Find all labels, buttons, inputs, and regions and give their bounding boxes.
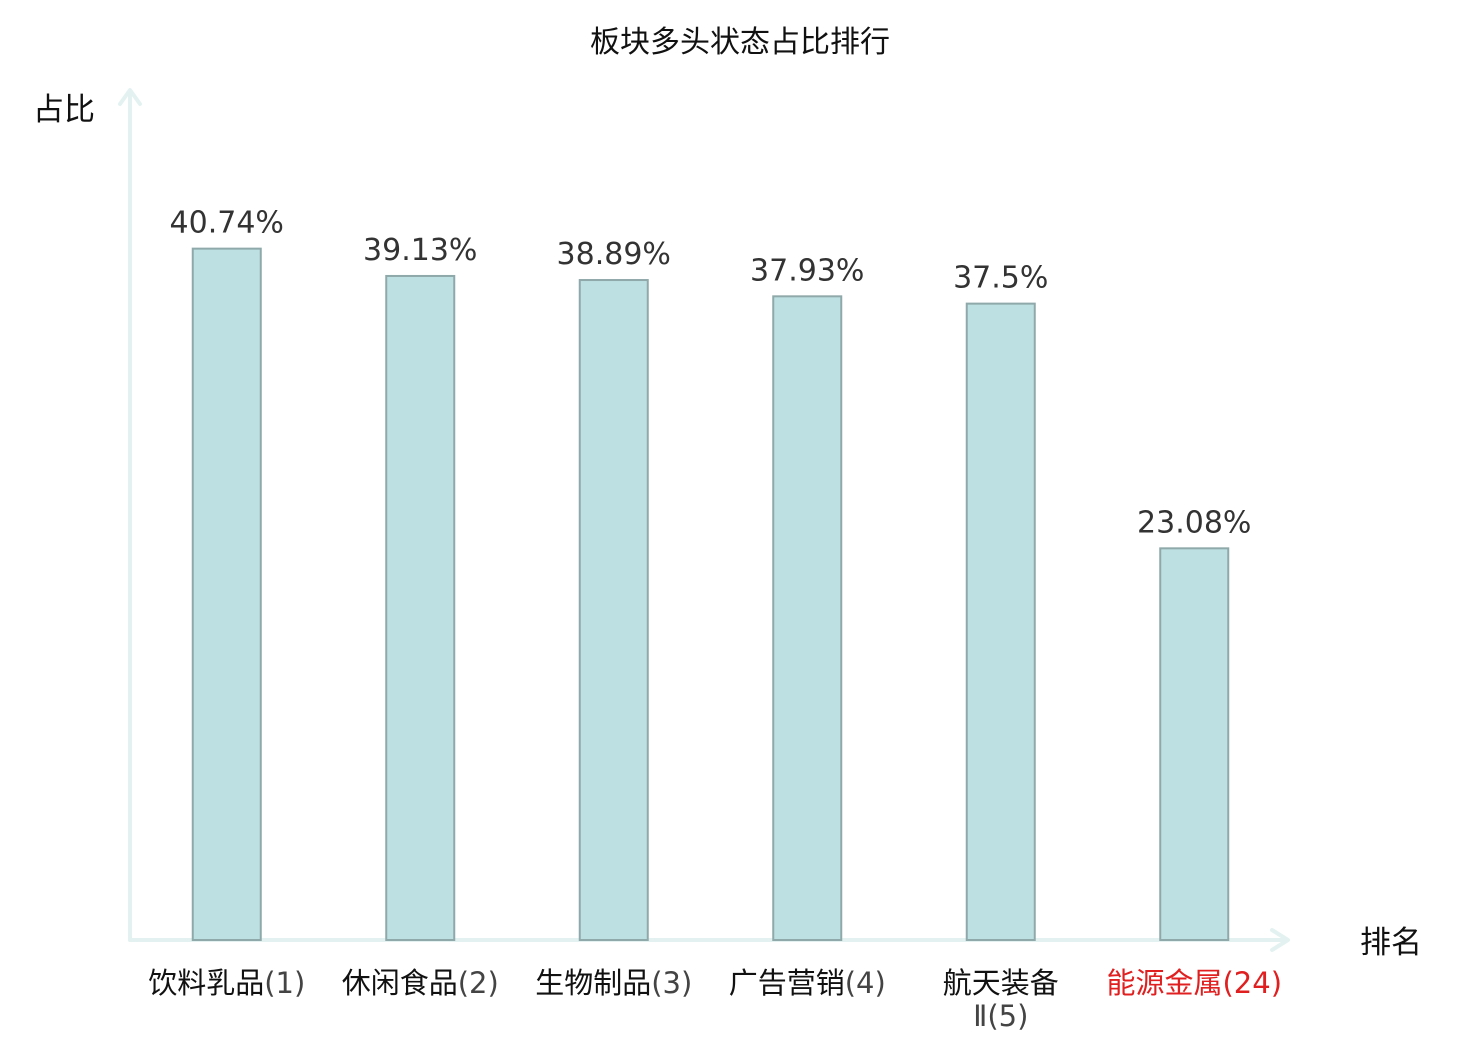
category-label-4: 广告营销(4) (729, 966, 886, 1000)
category-labels-group: 饮料乳品(1) 休闲食品(2) 生物制品(3) 广告营销(4) 航天装备 Ⅱ(5) 能源金属… (148, 966, 1282, 1033)
category-rank-3: (3) (651, 966, 692, 1000)
x-axis-title: 排名 (1360, 925, 1422, 961)
category-label-6: 能源金属(24) (1106, 966, 1282, 1000)
value-label-3: 38.89% (557, 237, 671, 272)
category-name-3: 生物制品 (535, 966, 651, 1000)
category-rank-6: (24) (1222, 966, 1282, 1000)
value-labels-group: 40.74% 39.13% 38.89% 37.93% 37.5% 23.08% (170, 206, 1252, 541)
bar-6 (1159, 547, 1230, 941)
bar-1 (191, 247, 262, 941)
chart-title: 板块多头状态占比排行 (590, 25, 890, 60)
category-rank-2: (2) (458, 966, 499, 1000)
axes (118, 88, 1290, 952)
bar-5 (965, 302, 1036, 941)
value-label-1: 40.74% (170, 206, 284, 241)
value-label-2: 39.13% (363, 233, 477, 268)
category-name-5: 航天装备 (943, 966, 1059, 1000)
category-name-1: 饮料乳品 (148, 966, 264, 1000)
category-label-3: 生物制品(3) (535, 966, 692, 1000)
bar-3 (578, 279, 649, 942)
category-name-4: 广告营销 (729, 966, 845, 1000)
category-rank-5: Ⅱ(5) (973, 999, 1028, 1033)
category-rank-4: (4) (845, 966, 886, 1000)
category-name-6: 能源金属 (1106, 966, 1222, 1000)
bar-4 (772, 295, 843, 942)
x-axis-arrow (1270, 928, 1290, 952)
y-axis-arrow (118, 88, 142, 106)
category-label-2: 休闲食品(2) (342, 966, 499, 1000)
bars-group (191, 247, 1230, 942)
value-label-5: 37.5% (953, 261, 1048, 296)
category-label-5: 航天装备 Ⅱ(5) (943, 966, 1059, 1033)
bar-2 (385, 274, 456, 941)
category-name-2: 休闲食品 (342, 966, 458, 1000)
value-label-6: 23.08% (1137, 505, 1251, 540)
y-axis-title: 占比 (33, 92, 95, 128)
category-rank-1: (1) (264, 966, 305, 1000)
value-label-4: 37.93% (750, 253, 864, 288)
category-label-1: 饮料乳品(1) (148, 966, 305, 1000)
